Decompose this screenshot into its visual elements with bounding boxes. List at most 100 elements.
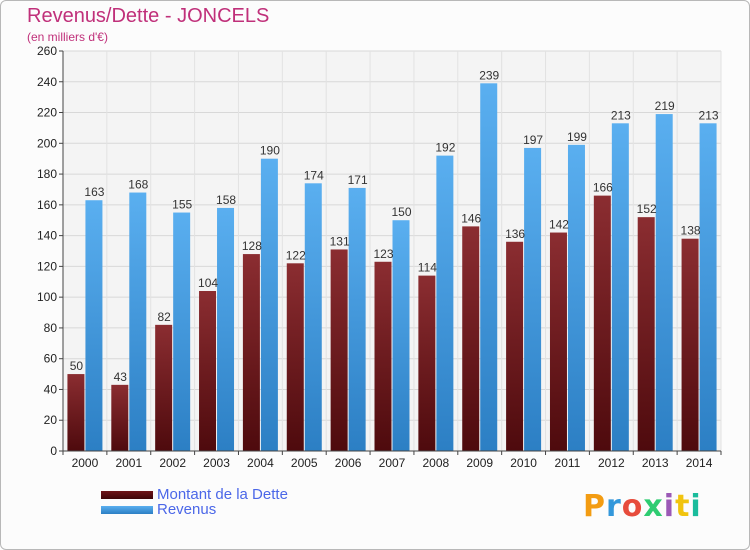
legend-swatch-debt	[101, 491, 153, 499]
data-label-revenus-2005: 174	[304, 168, 324, 182]
y-tick-label: 160	[37, 198, 57, 212]
data-label-debt-2001: 43	[114, 370, 128, 384]
chart-title: Revenus/Dette - JONCELS	[27, 5, 270, 27]
bar-revenus-2011	[567, 144, 585, 451]
x-tick-label: 2001	[115, 456, 142, 470]
data-label-debt-2010: 136	[505, 227, 525, 241]
bar-debt-2012	[593, 195, 611, 451]
bar-revenus-2001	[129, 192, 147, 452]
bar-revenus-2005	[304, 183, 322, 452]
logo-letter: x	[643, 489, 664, 524]
data-label-revenus-2014: 213	[699, 108, 719, 122]
logo-letter: r	[606, 489, 622, 524]
data-label-revenus-2013: 219	[655, 99, 675, 113]
data-label-revenus-2007: 150	[391, 205, 411, 219]
legend-label-debt: Montant de la Dette	[157, 486, 288, 503]
y-tick-label: 180	[37, 167, 57, 181]
data-label-debt-2012: 166	[593, 181, 613, 195]
data-label-revenus-2001: 168	[128, 178, 148, 192]
chart-subtitle: (en milliers d'€)	[27, 30, 108, 44]
bar-debt-2013	[637, 217, 655, 451]
x-tick-label: 2002	[159, 456, 186, 470]
x-tick-label: 2009	[466, 456, 493, 470]
proxiti-logo: Proxiti	[583, 489, 702, 524]
bar-revenus-2010	[524, 147, 542, 451]
x-tick-label: 2003	[203, 456, 230, 470]
x-tick-label: 2014	[686, 456, 713, 470]
plot-area	[63, 51, 721, 451]
data-label-revenus-2004: 190	[260, 144, 280, 158]
data-label-debt-2004: 128	[242, 239, 262, 253]
data-label-revenus-2006: 171	[348, 173, 368, 187]
data-label-debt-2014: 138	[681, 224, 701, 238]
data-label-revenus-2008: 192	[435, 141, 455, 155]
y-tick-label: 20	[44, 413, 58, 427]
data-label-debt-2000: 50	[70, 359, 84, 373]
bar-debt-2014	[681, 238, 699, 451]
y-tick-label: 140	[37, 229, 57, 243]
bar-debt-2008	[418, 275, 436, 451]
data-label-revenus-2010: 197	[523, 133, 543, 147]
legend-label-revenus: Revenus	[157, 501, 217, 518]
data-label-revenus-2012: 213	[611, 108, 631, 122]
bar-revenus-2006	[348, 187, 366, 451]
data-label-revenus-2011: 199	[567, 130, 587, 144]
x-tick-label: 2000	[72, 456, 99, 470]
bar-revenus-2007	[392, 220, 410, 451]
data-label-debt-2005: 122	[286, 248, 306, 262]
bar-revenus-2009	[480, 83, 498, 452]
x-tick-label: 2012	[598, 456, 625, 470]
x-tick-label: 2011	[555, 456, 581, 470]
bar-debt-2011	[549, 232, 567, 451]
bar-debt-2006	[330, 249, 348, 451]
x-tick-label: 2013	[642, 456, 669, 470]
bar-revenus-2008	[436, 155, 454, 451]
bar-revenus-2012	[611, 123, 629, 452]
y-tick-label: 240	[37, 75, 57, 89]
data-label-debt-2002: 82	[157, 310, 171, 324]
logo-letter: i	[663, 489, 676, 524]
x-tick-label: 2006	[335, 456, 362, 470]
bar-debt-2000	[67, 374, 85, 451]
data-label-debt-2008: 114	[418, 261, 437, 275]
data-label-debt-2011: 142	[549, 218, 569, 232]
bar-revenus-2002	[173, 212, 191, 451]
data-label-revenus-2002: 155	[172, 198, 192, 212]
data-label-revenus-2003: 158	[216, 193, 236, 207]
y-tick-label: 200	[37, 136, 57, 150]
logo-letter: t	[675, 489, 691, 524]
data-label-debt-2013: 152	[637, 202, 657, 216]
y-tick-label: 60	[44, 352, 58, 366]
data-label-debt-2007: 123	[373, 247, 393, 261]
data-label-debt-2009: 146	[461, 211, 481, 225]
bar-revenus-2000	[85, 200, 103, 451]
logo-letter: i	[690, 489, 702, 524]
bar-revenus-2014	[699, 123, 717, 452]
x-tick-label: 2008	[423, 456, 450, 470]
logo-letter: P	[583, 489, 606, 524]
y-tick-label: 40	[44, 382, 58, 396]
data-label-revenus-2000: 163	[84, 185, 104, 199]
bar-revenus-2004	[260, 158, 278, 451]
bar-debt-2010	[506, 241, 524, 451]
bar-debt-2003	[199, 291, 217, 451]
bar-debt-2009	[462, 226, 480, 451]
x-tick-label: 2005	[291, 456, 318, 470]
data-label-revenus-2009: 239	[479, 68, 499, 82]
y-tick-label: 260	[37, 44, 57, 58]
data-label-debt-2003: 104	[198, 276, 218, 290]
bar-debt-2005	[286, 263, 304, 451]
y-tick-label: 100	[37, 290, 57, 304]
x-tick-label: 2010	[510, 456, 537, 470]
x-tick-label: 2004	[247, 456, 274, 470]
bar-revenus-2013	[655, 114, 673, 452]
x-tick-label: 2007	[379, 456, 406, 470]
y-tick-label: 120	[37, 259, 57, 273]
bar-debt-2001	[111, 384, 129, 451]
y-tick-label: 220	[37, 106, 57, 120]
y-tick-label: 80	[44, 321, 58, 335]
data-label-debt-2006: 131	[330, 234, 350, 248]
bar-revenus-2003	[217, 207, 235, 451]
